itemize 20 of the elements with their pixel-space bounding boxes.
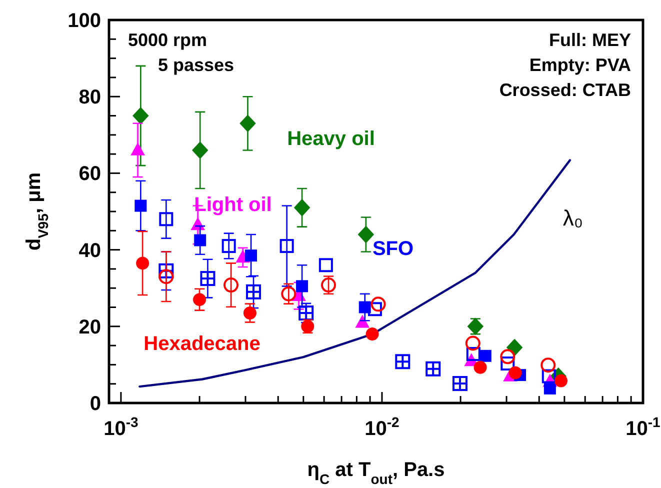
annotation: λ₀ xyxy=(562,206,584,231)
y-tick-label: 20 xyxy=(78,316,101,338)
annotation: Light oil xyxy=(194,194,272,216)
annotation: Empty: PVA xyxy=(529,55,631,75)
annotation: 5000 rpm xyxy=(128,30,208,50)
annotation: SFO xyxy=(372,238,414,260)
y-tick-label: 80 xyxy=(78,86,101,109)
y-tick-label: 60 xyxy=(78,163,101,186)
x-axis-title: η$_{C}$ at T$_{out}$, Pa.s xyxy=(307,459,445,487)
x-tick-label: 10$^{-3}$ xyxy=(104,414,139,440)
x-tick-label: 10$^{-1}$ xyxy=(626,414,661,440)
annotation: Crossed: CTAB xyxy=(499,80,631,100)
y-tick-label: 100 xyxy=(68,10,101,32)
y-tick-label: 0 xyxy=(90,393,101,415)
annotation: Full: MEY xyxy=(549,30,631,50)
y-tick-label: 40 xyxy=(78,240,101,262)
annotation: 5 passes xyxy=(158,55,234,75)
annotation: Heavy oil xyxy=(287,128,375,150)
x-tick-label: 10$^{-2}$ xyxy=(364,414,400,440)
annotation: Hexadecane xyxy=(144,333,260,355)
